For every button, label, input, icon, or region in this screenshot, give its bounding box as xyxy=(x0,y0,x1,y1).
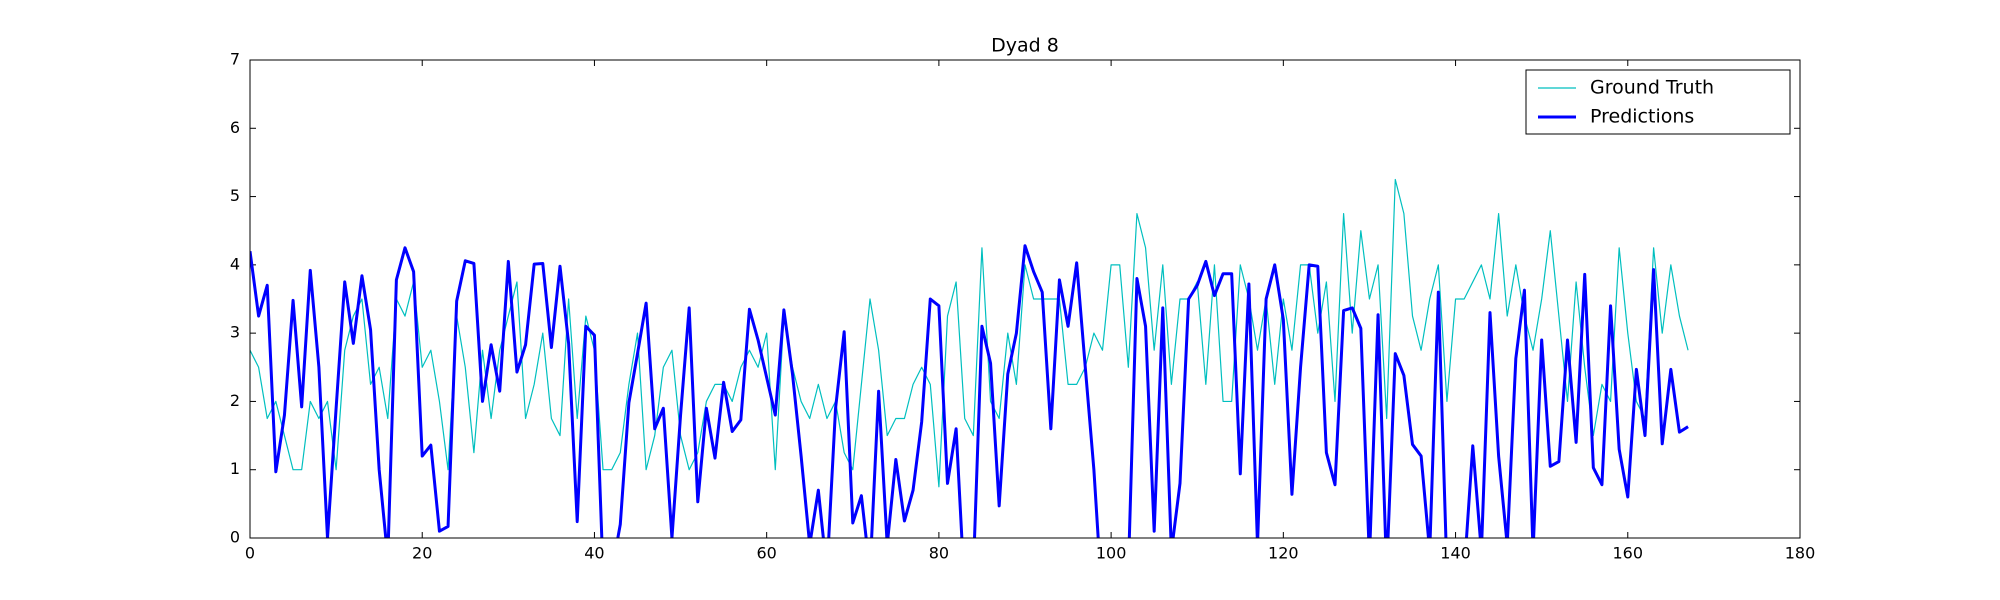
x-tick-label: 180 xyxy=(1785,544,1816,563)
y-tick-label: 7 xyxy=(230,50,240,69)
x-tick-label: 60 xyxy=(756,544,776,563)
chart-title: Dyad 8 xyxy=(991,35,1059,57)
y-tick-label: 4 xyxy=(230,254,240,273)
data-line xyxy=(250,244,1689,538)
x-tick-label: 80 xyxy=(929,544,949,563)
y-tick-label: 6 xyxy=(230,118,240,137)
y-tick-label: 1 xyxy=(230,459,240,478)
y-tick-label: 5 xyxy=(230,186,240,205)
legend-text: Predictions xyxy=(1590,106,1694,128)
x-tick-label: 140 xyxy=(1440,544,1471,563)
x-tick-label: 120 xyxy=(1268,544,1299,563)
plot-frame xyxy=(249,59,1801,539)
x-tick-label: 40 xyxy=(584,544,604,563)
legend-text: Ground Truth xyxy=(1590,77,1714,99)
legend-box xyxy=(1525,69,1791,135)
data-line xyxy=(250,178,1689,488)
plot-lines xyxy=(250,178,1689,538)
y-tick-label: 0 xyxy=(230,528,240,547)
x-tick-label: 100 xyxy=(1096,544,1127,563)
x-tick-label: 0 xyxy=(245,544,255,563)
x-tick-label: 20 xyxy=(412,544,432,563)
y-tick-label: 3 xyxy=(230,323,240,342)
y-tick-label: 2 xyxy=(230,391,240,410)
x-tick-label: 160 xyxy=(1613,544,1644,563)
